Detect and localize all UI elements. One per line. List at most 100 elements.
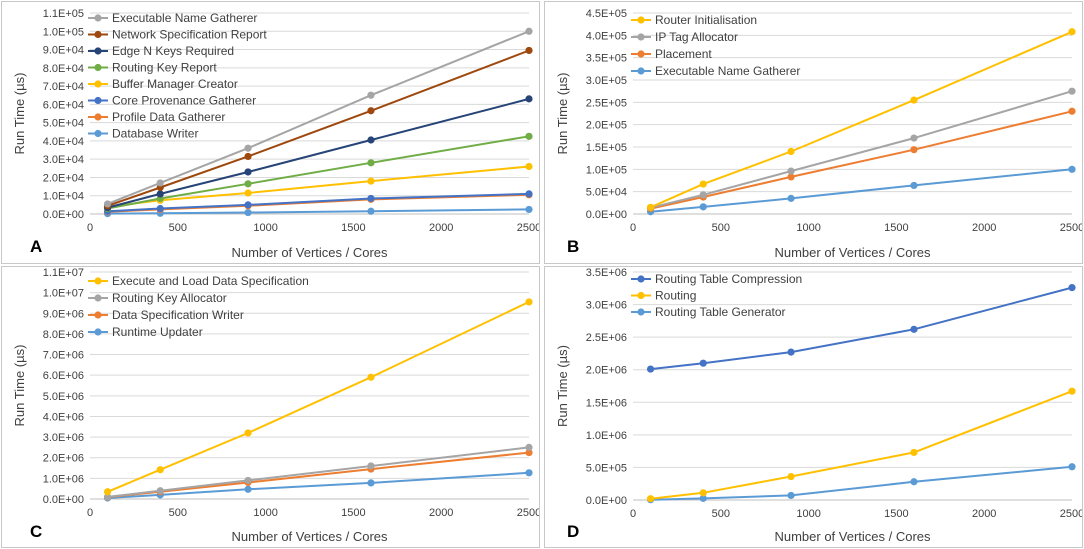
- data-point: [525, 132, 533, 140]
- x-tick-label: 2500: [1060, 222, 1082, 234]
- y-tick-label: 1.0E+06: [43, 473, 84, 485]
- legend-marker: [637, 50, 645, 58]
- data-point: [787, 491, 795, 500]
- data-point: [525, 443, 533, 452]
- x-tick-label: 2500: [1060, 508, 1082, 520]
- data-point: [244, 189, 252, 197]
- data-point: [367, 107, 375, 115]
- data-point: [367, 373, 375, 381]
- x-axis-title: Number of Vertices / Cores: [231, 529, 388, 544]
- x-tick-label: 1500: [341, 222, 365, 234]
- legend-marker: [94, 294, 102, 302]
- x-tick-label: 1000: [796, 222, 820, 234]
- x-tick-label: 2000: [972, 222, 996, 234]
- y-tick-label: 8.0E+06: [43, 329, 84, 341]
- y-tick-label: 3.0E+06: [43, 432, 84, 444]
- data-point: [244, 485, 252, 493]
- data-point: [1068, 107, 1076, 115]
- data-point: [1068, 463, 1076, 471]
- legend-label: Edge N Keys Required: [112, 44, 234, 58]
- y-tick-label: 4.5E+05: [586, 8, 627, 20]
- series-line: [107, 208, 530, 215]
- data-point: [787, 348, 795, 356]
- data-point: [367, 194, 375, 203]
- y-tick-label: 0.0E+00: [586, 495, 627, 507]
- y-tick-label: 1.0E+06: [586, 430, 627, 442]
- data-point: [525, 190, 533, 198]
- y-tick-label: 7.0E+04: [43, 81, 84, 93]
- y-tick-label: 3.5E+05: [586, 53, 627, 65]
- y-tick-label: 1.0E+07: [43, 288, 84, 300]
- legend-marker: [637, 275, 645, 283]
- legend-marker: [637, 308, 645, 316]
- y-tick-label: 2.0E+05: [586, 120, 627, 132]
- y-tick-label: 8.0E+04: [43, 63, 84, 75]
- data-point: [244, 208, 252, 217]
- data-point: [244, 476, 252, 485]
- y-tick-label: 1.5E+06: [586, 397, 627, 409]
- data-point: [910, 325, 918, 333]
- data-point: [699, 494, 707, 502]
- x-tick-label: 0: [87, 222, 93, 234]
- legend-label: Network Specification Report: [112, 28, 267, 42]
- data-point: [699, 203, 707, 211]
- series-line: [107, 471, 530, 499]
- chart-b: 0.0E+00 5.0E+04 1.0E+05 1.5E+05 2.0E+05 2.5E+…: [555, 8, 1082, 260]
- legend-marker: [94, 14, 102, 22]
- y-tick-label: 1.1E+05: [43, 8, 84, 20]
- data-point: [646, 203, 655, 211]
- legend-label: Data Specification Writer: [112, 308, 244, 322]
- legend-label: Database Writer: [112, 127, 198, 141]
- y-tick-label: 6.0E+04: [43, 99, 84, 111]
- y-tick-label: 1.1E+07: [43, 267, 84, 279]
- legend-label: Routing Table Compression: [655, 272, 802, 286]
- chart-a: 0.0E+00 1.0E+04 2.0E+04 3.0E+04 4.0E+04 5.0E+…: [12, 8, 539, 260]
- x-tick-label: 2500: [517, 507, 539, 519]
- data-point: [525, 46, 533, 55]
- panel-d: 0.0E+00 5.0E+05 1.0E+06 1.5E+06 2.0E+06 2.5E+…: [544, 266, 1083, 548]
- panel-a: 0.0E+00 1.0E+04 2.0E+04 3.0E+04 4.0E+04 5.0E+…: [1, 1, 540, 264]
- y-axis-title: Run Time (µs): [555, 345, 570, 427]
- data-point: [910, 96, 918, 104]
- data-point: [367, 462, 375, 470]
- data-point: [646, 495, 655, 503]
- panel-b: 0.0E+00 5.0E+04 1.0E+05 1.5E+05 2.0E+05 2.5E+…: [544, 1, 1083, 264]
- x-tick-label: 500: [712, 222, 730, 234]
- data-point: [1068, 165, 1076, 173]
- panel-letter: B: [567, 237, 579, 256]
- legend-marker: [94, 47, 102, 55]
- data-point: [103, 200, 112, 208]
- data-point: [787, 167, 795, 175]
- y-tick-label: 4.0E+04: [43, 136, 84, 148]
- y-tick-label: 7.0E+06: [43, 350, 84, 362]
- data-point: [525, 469, 533, 477]
- series-line: [650, 110, 1073, 210]
- data-point: [367, 479, 375, 487]
- y-tick-label: 0.0E+00: [586, 209, 627, 221]
- x-tick-label: 0: [630, 222, 636, 234]
- x-tick-label: 500: [169, 507, 187, 519]
- data-point: [699, 191, 707, 199]
- data-point: [525, 298, 533, 306]
- series-line: [650, 390, 1073, 500]
- data-point: [1068, 87, 1076, 95]
- data-point: [525, 27, 533, 35]
- legend-marker: [94, 277, 102, 285]
- legend-label: Executable Name Gatherer: [112, 11, 257, 25]
- data-point: [910, 181, 918, 190]
- legend-label: Routing Table Generator: [655, 305, 786, 319]
- x-axis-title: Number of Vertices / Cores: [774, 245, 931, 260]
- x-tick-label: 2000: [429, 222, 453, 234]
- data-point: [910, 146, 918, 154]
- data-point: [367, 207, 375, 215]
- data-point: [156, 204, 164, 213]
- data-point: [367, 159, 375, 167]
- legend-marker: [94, 328, 102, 336]
- legend-label: Execute and Load Data Specification: [112, 274, 309, 288]
- data-point: [156, 179, 164, 187]
- data-point: [699, 489, 707, 497]
- legend-marker: [637, 291, 645, 300]
- y-tick-label: 1.0E+05: [43, 26, 84, 38]
- y-tick-label: 3.5E+06: [586, 267, 627, 279]
- x-tick-label: 1500: [341, 507, 365, 519]
